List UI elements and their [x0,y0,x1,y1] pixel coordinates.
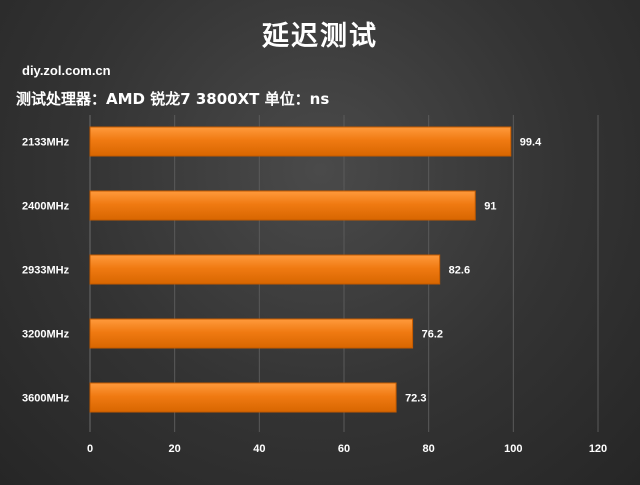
x-tick-label: 20 [169,443,181,455]
category-label: 2400MHz [22,201,70,213]
x-tick-label: 100 [504,443,522,455]
bars [89,126,512,413]
bar-2133MHz [89,126,512,157]
value-label: 72.3 [405,393,426,405]
x-tick-label: 80 [423,443,435,455]
x-tick-label: 40 [253,443,265,455]
watermark-text: diy.zol.com.cn [22,63,111,78]
category-label: 3600MHz [22,393,70,405]
category-label: 2933MHz [22,265,70,277]
category-label: 2133MHz [22,137,70,149]
x-tick-label: 60 [338,443,350,455]
value-label: 99.4 [520,137,542,149]
value-label: 91 [484,201,496,213]
bar-3600MHz [89,382,397,413]
value-label: 76.2 [422,329,443,341]
bar-3200MHz [89,318,414,349]
x-tick-label: 0 [87,443,93,455]
labels: 0 20 40 60 80 100 120 2133MHz 99.4 2400MHz 91 2933M… [22,137,607,456]
value-label: 82.6 [449,265,470,277]
category-label: 3200MHz [22,329,70,341]
chart-subtitle: 测试处理器：AMD 锐龙7 3800XT 单位：ns [16,90,330,108]
bar-2400MHz [89,190,476,221]
x-tick-label: 120 [589,443,607,455]
chart-title: 延迟测试 [262,21,378,52]
bar-2933MHz [89,254,441,285]
